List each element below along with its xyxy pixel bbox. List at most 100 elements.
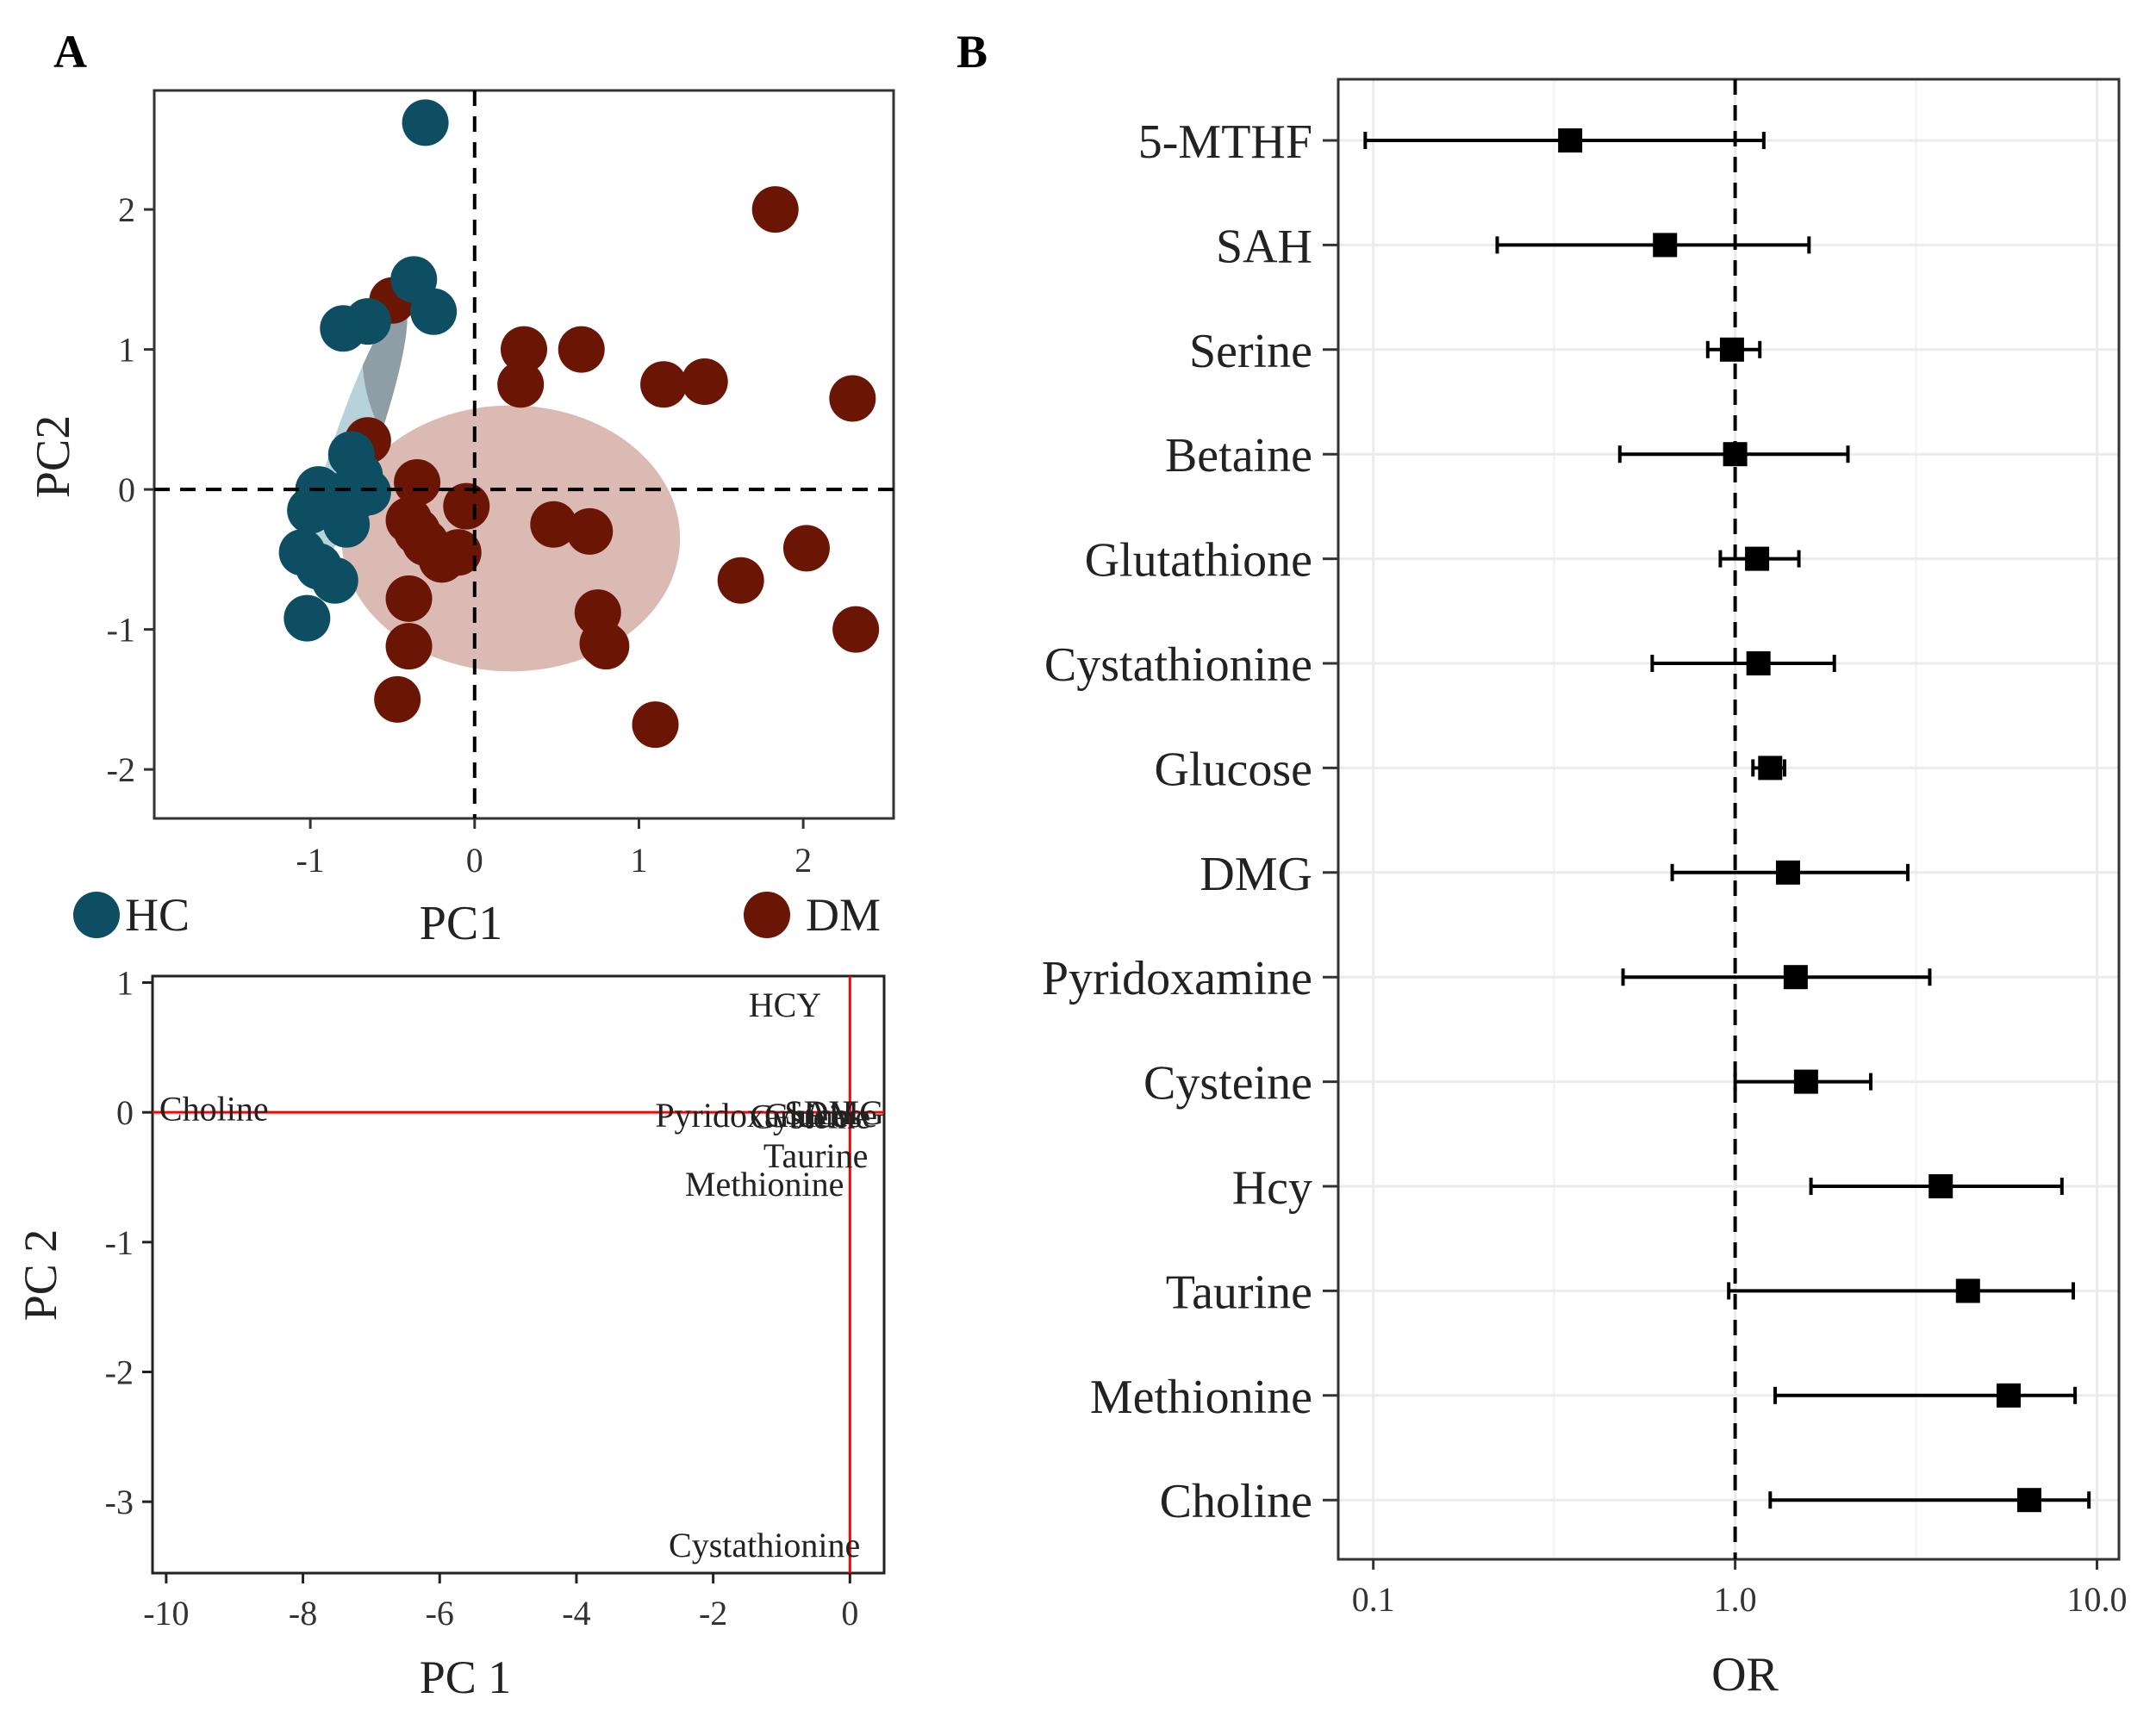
forest-plot-panel (1338, 79, 2119, 1559)
dm-point-27 (374, 675, 421, 723)
dm-point-1 (751, 186, 799, 233)
dm-point-3 (501, 326, 547, 373)
forest-category-label-cysteine: Cysteine (1143, 1057, 1312, 1110)
hc-point-15 (323, 501, 371, 548)
dm-point-18 (566, 507, 614, 555)
scores-y-tick-label: 0 (118, 470, 135, 509)
loading-label-glucose: Glucose (764, 1096, 877, 1135)
loading-label-dmg: DMG (804, 1093, 884, 1132)
reference-lines (154, 90, 894, 818)
or-point-5-mthf (1558, 128, 1583, 152)
or-point-dmg (1775, 860, 1800, 885)
loadings-x-axis-title: PC 1 (420, 1651, 512, 1703)
loading-label-hcy: HCY (749, 986, 821, 1024)
forest-category-label-choline: Choline (1160, 1475, 1312, 1528)
scores-x-tick-label: 2 (794, 841, 812, 880)
panel-label-a: A (53, 26, 87, 78)
loadings-x-tick-label: -6 (426, 1594, 454, 1633)
loadings-plot-frame (151, 974, 886, 1575)
hc-point-19 (284, 594, 331, 642)
scores-y-axis-title: PC2 (27, 415, 80, 499)
scores-y-tick-label: -2 (107, 750, 135, 789)
loadings-x-tick-label: -4 (562, 1594, 590, 1633)
loading-label-pyridoxamine: Pyridoxamine (655, 1096, 848, 1135)
loadings-y-tick-label: -1 (105, 1223, 134, 1262)
hc-point-3 (410, 288, 458, 335)
dm-point-8 (829, 375, 876, 422)
legend-hc-label: HC (125, 889, 190, 941)
pca-loadings-plot: Choline HCY PyridoxamineSAHCysteineGlucose… (15, 964, 886, 1703)
dm-point-21 (385, 575, 433, 622)
dm-point-19 (782, 525, 830, 572)
loading-label-cystathionine: Cystathionine (669, 1526, 860, 1564)
dm-point-17 (530, 501, 577, 548)
forest-category-label-cystathionine: Cystathionine (1044, 638, 1312, 692)
forest-x-tick-label: 10.0 (2067, 1580, 2128, 1619)
loadings-x-tick-label: -10 (143, 1594, 189, 1633)
forest-category-label-dmg: DMG (1200, 848, 1312, 901)
forest-x-axis-title: OR (1711, 1648, 1779, 1701)
forest-category-label-glutathione: Glutathione (1085, 534, 1312, 588)
or-point-pyridoxamine (1783, 965, 1808, 990)
or-point-glucose (1758, 756, 1783, 781)
dm-point-6 (640, 361, 688, 408)
scores-x-axis-title: PC1 (420, 897, 503, 950)
or-point-hcy (1929, 1174, 1953, 1198)
loadings-y-tick-label: 0 (116, 1093, 134, 1132)
or-point-cystathionine (1746, 651, 1771, 675)
forest-category-label-methionine: Methionine (1090, 1371, 1312, 1424)
forest-category-label-betaine: Betaine (1165, 429, 1312, 482)
legend-hc-marker (73, 892, 120, 938)
loading-labels: Choline HCY PyridoxamineSAHCysteineGlucose… (159, 986, 884, 1564)
or-point-taurine (1955, 1278, 1980, 1303)
or-point-glutathione (1745, 546, 1770, 571)
loading-label-cysteine: Cysteine (750, 1098, 870, 1136)
scores-x-tick-label: -1 (296, 841, 324, 880)
hc-point-18 (311, 557, 358, 604)
forest-axis-ticks: 5-MTHF SAH Serine Betaine Glutathione Cystath… (1042, 115, 2128, 1619)
or-point-cysteine (1793, 1069, 1818, 1094)
hc-point-14 (287, 487, 334, 534)
loading-label-choline: Choline (159, 1090, 269, 1129)
loadings-x-tick-label: -8 (289, 1594, 317, 1633)
loadings-x-tick-label: -2 (699, 1594, 727, 1633)
scores-y-tick-label: -1 (107, 611, 135, 650)
pca-scores-plot: -1 0 1 2 -2 -1 0 1 2 PC1 PC2 HC DM (27, 89, 895, 950)
dm-point-25 (385, 623, 433, 670)
dm-point-4 (558, 326, 605, 373)
or-point-choline (2016, 1488, 2041, 1513)
loadings-reference-lines (153, 976, 884, 1573)
loadings-y-axis-title: PC 2 (15, 1229, 66, 1322)
dm-point-26 (832, 606, 880, 653)
or-point-sah (1653, 233, 1678, 258)
forest-x-tick-label: 0.1 (1352, 1580, 1395, 1619)
scores-axis-ticks: -1 0 1 2 -2 -1 0 1 2 (107, 190, 812, 880)
scores-y-tick-label: 1 (118, 331, 135, 370)
forest-plot: 5-MTHF SAH Serine Betaine Glutathione Cystath… (1042, 78, 2128, 1701)
loadings-x-tick-label: 0 (841, 1594, 858, 1633)
or-point-methionine (1997, 1383, 2022, 1408)
or-point-betaine (1723, 442, 1748, 467)
dm-point-10 (394, 459, 441, 506)
scores-x-tick-label: 0 (466, 841, 483, 880)
forest-category-label-glucose: Glucose (1154, 743, 1312, 796)
forest-category-label-hcy: Hcy (1232, 1161, 1312, 1215)
scores-x-tick-label: 1 (630, 841, 647, 880)
hc-point-1 (402, 99, 449, 146)
loadings-y-tick-label: -3 (105, 1483, 134, 1521)
legend-dm-label: DM (806, 889, 881, 941)
legend-dm-marker (744, 892, 790, 938)
panel-label-b: B (956, 26, 988, 78)
dm-point-7 (681, 358, 728, 405)
forest-x-tick-label: 1.0 (1714, 1580, 1757, 1619)
forest-plot-frame (1337, 78, 2121, 1561)
dm-point-28 (632, 701, 679, 749)
dm-point-20 (717, 557, 764, 604)
or-point-serine (1719, 337, 1744, 362)
forest-category-label-5-mthf: 5-MTHF (1138, 115, 1312, 169)
loading-label-methionine: Methionine (685, 1165, 844, 1204)
forest-estimates (1363, 128, 2091, 1513)
loadings-y-tick-label: -2 (105, 1353, 134, 1391)
hc-point-5 (344, 298, 391, 345)
